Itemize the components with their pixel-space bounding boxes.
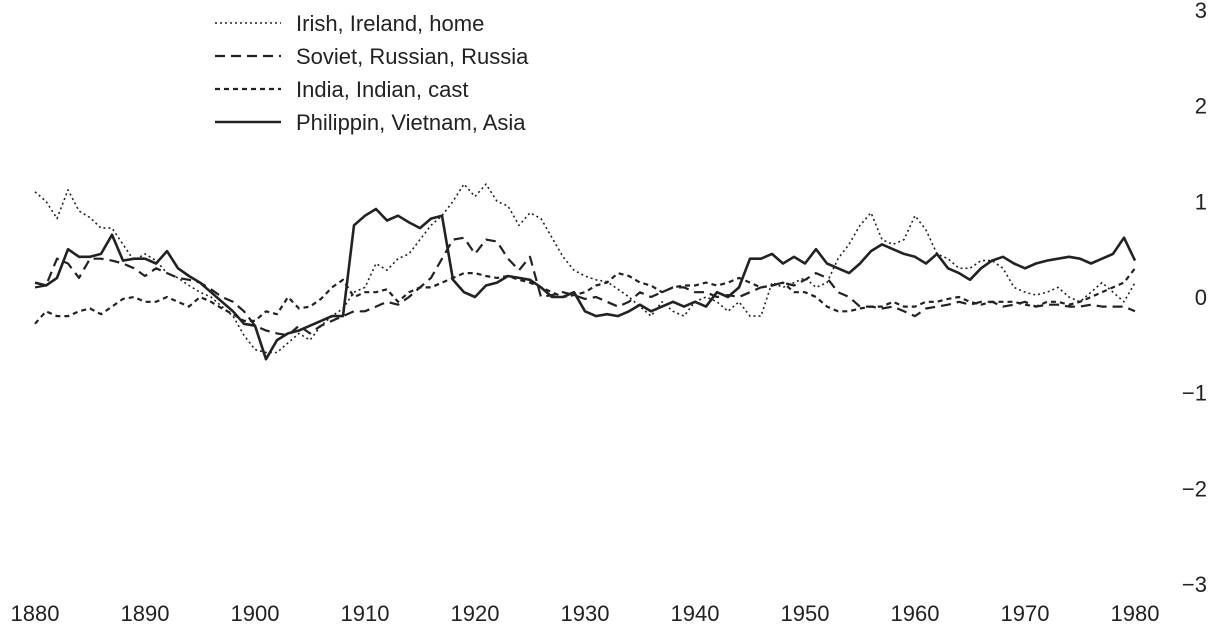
y-tick-label: −1 xyxy=(1182,381,1207,406)
y-tick-label: −3 xyxy=(1182,572,1207,597)
y-tick-label: −2 xyxy=(1182,476,1207,501)
legend-item: Irish, Ireland, home xyxy=(215,11,484,36)
series-line-1 xyxy=(34,183,1136,354)
y-tick-label: 3 xyxy=(1195,0,1207,23)
x-tick-label: 1890 xyxy=(121,601,170,626)
x-tick-label: 1940 xyxy=(671,601,720,626)
x-tick-label: 1980 xyxy=(1111,601,1160,626)
x-tick-label: 1910 xyxy=(341,601,390,626)
legend-item: Philippin, Vietnam, Asia xyxy=(215,110,526,135)
y-tick-label: 1 xyxy=(1195,189,1207,214)
x-tick-label: 1900 xyxy=(231,601,280,626)
series-line-2 xyxy=(34,236,1136,337)
series-line-3 xyxy=(34,267,1136,325)
legend-item: India, Indian, cast xyxy=(215,77,468,102)
legend-label: Soviet, Russian, Russia xyxy=(296,44,529,69)
series-line-4 xyxy=(34,207,1137,361)
legend-label: Philippin, Vietnam, Asia xyxy=(296,110,526,135)
legend-label: India, Indian, cast xyxy=(296,77,468,102)
x-tick-label: 1930 xyxy=(561,601,610,626)
legend: Irish, Ireland, home Soviet, Russian, Rus… xyxy=(215,11,529,135)
x-tick-label: 1960 xyxy=(891,601,940,626)
x-tick-label: 1880 xyxy=(11,601,60,626)
x-tick-label: 1950 xyxy=(781,601,830,626)
legend-item: Soviet, Russian, Russia xyxy=(215,44,529,69)
x-axis-tick-labels: 1880 1890 1900 1910 1920 1930 1940 1950 1960 1970… xyxy=(11,601,1160,626)
legend-label: Irish, Ireland, home xyxy=(296,11,484,36)
series-layer xyxy=(34,183,1137,361)
y-axis-tick-labels: 3 2 1 0 −1 −2 −3 xyxy=(1182,0,1207,597)
x-tick-label: 1970 xyxy=(1001,601,1050,626)
x-tick-label: 1920 xyxy=(451,601,500,626)
y-tick-label: 0 xyxy=(1195,285,1207,310)
y-tick-label: 2 xyxy=(1195,94,1207,119)
